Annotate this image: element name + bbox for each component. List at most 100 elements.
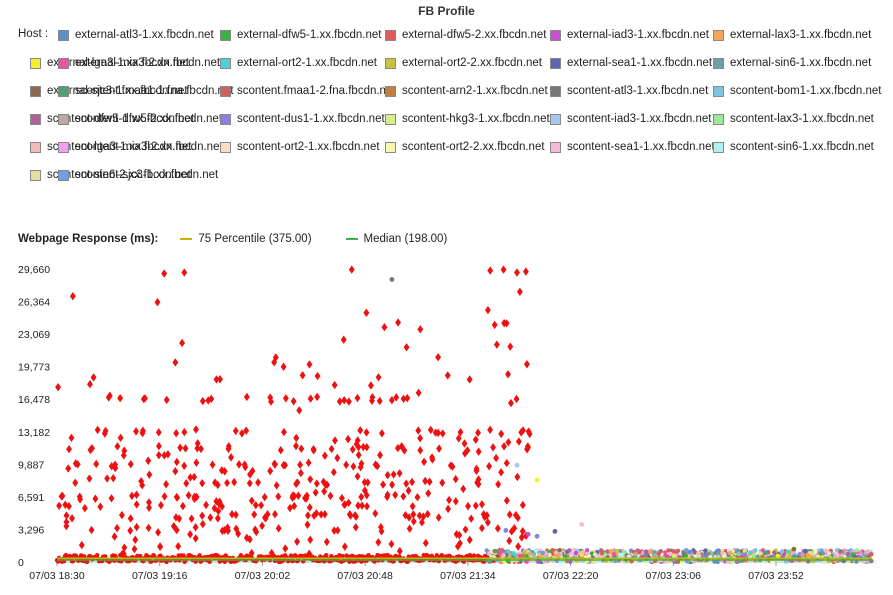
data-point [231,477,238,487]
data-point [375,373,382,382]
data-point [599,550,605,556]
data-point [823,548,829,553]
data-point [93,459,100,469]
data-point [763,550,768,556]
data-point [791,546,797,552]
legend-label: scontent-ort2-1.xx.fbcdn.net [237,141,380,153]
legend-label: scontent-sin6-2.xx.fbcdn.net [47,169,191,181]
data-point [290,491,296,500]
data-point [181,268,188,277]
legend-item[interactable]: external-ort2-1.xx.fbcdn.net [220,56,377,70]
legend-label: scontent-mia3-2.xx.fbcdn.net [75,141,223,153]
legend-swatch [713,85,724,97]
legend-item[interactable]: external-ort2-2.xx.fbcdn.net [385,56,542,70]
data-point [63,521,70,531]
legend-item[interactable]: scontent.fmaa1-2.fna.fbcdn.net [220,84,396,98]
data-point [172,466,179,476]
data-point [355,450,362,460]
data-point [468,514,475,523]
legend-item[interactable]: scontent-mia3-2.xx.fbcdn.net [58,140,223,154]
legend-item[interactable]: external-lga3-1.xx.fbcdn.net [30,56,189,70]
legend-item[interactable]: scontent-ort2-1.xx.fbcdn.net [220,140,380,154]
data-point [173,457,180,467]
data-point [321,487,328,496]
data-point [405,486,412,495]
data-point [384,470,391,480]
legend-item[interactable]: scontent-sin6-2.xx.fbcdn.net [30,168,191,182]
data-point [803,548,808,554]
legend-item[interactable]: external-sin6-1.xx.fbcdn.net [713,56,871,70]
data-point [533,548,539,554]
data-point [510,558,515,564]
legend-item[interactable]: external-dfw5-2.xx.fbcdn.net [385,28,546,42]
data-point [332,436,338,445]
legend-label: scontent-iad3-1.xx.fbcdn.net [567,113,712,125]
data-point [503,527,509,533]
legend-item[interactable]: external-lax3-1.xx.fbcdn.net [713,28,871,42]
legend-item[interactable]: scontent-arn2-1.xx.fbcdn.net [385,84,548,98]
legend-item[interactable]: external-mia3-2.xx.fbcdn.net [58,56,220,70]
legend-item[interactable]: scontent-atl3-1.xx.fbcdn.net [550,84,708,98]
legend-item[interactable]: external-dfw5-1.xx.fbcdn.net [220,28,381,42]
data-point [376,396,383,406]
data-point [277,445,284,455]
data-point [498,468,505,477]
data-point [157,542,164,551]
legend-label: scontent-arn2-1.xx.fbcdn.net [402,85,548,97]
legend-item[interactable]: external-atl3-1.xx.fbcdn.net [58,28,214,42]
legend-label: external-sea1-1.xx.fbcdn.net [567,57,713,69]
data-point [59,491,66,501]
data-point [340,553,345,559]
legend-item[interactable]: scontent-dfw5-2.xx.fbcdn.net [58,112,222,126]
data-point [55,382,62,392]
data-point [185,491,192,500]
data-point [146,498,152,507]
data-point [704,553,709,558]
legend-item[interactable]: scontent.fmaa1-1.fna.fbcdn.net [58,84,234,98]
legend-item[interactable]: external-iad3-1.xx.fbcdn.net [550,28,709,42]
data-point [505,370,511,379]
data-point [161,269,168,278]
data-point [363,428,370,437]
legend-item[interactable]: external-sjc3-1.xx.fbcdn.net [30,84,188,98]
data-point [363,442,370,452]
data-point [155,441,162,451]
data-point [312,488,319,497]
legend-label: external-sjc3-1.xx.fbcdn.net [47,85,188,97]
y-tick-label: 29,660 [18,264,50,276]
data-point [552,528,558,534]
data-point [224,478,231,488]
data-point [94,425,101,435]
x-tick-label: 07/03 20:48 [337,570,393,582]
data-point [368,381,374,390]
legend-item[interactable]: scontent-sea1-1.xx.fbcdn.net [550,140,715,154]
data-point [557,547,562,553]
data-point [417,434,424,443]
legend-label: scontent-dfw5-2.xx.fbcdn.net [75,113,223,125]
legend-item[interactable]: external-sea1-1.xx.fbcdn.net [550,56,712,70]
data-point [377,450,384,460]
legend-item[interactable]: scontent-iad3-1.xx.fbcdn.net [550,112,711,126]
data-point [306,503,313,512]
data-point [235,529,242,538]
data-point [513,394,520,404]
data-point [444,371,451,380]
legend-item[interactable]: scontent-lga3-1.xx.fbcdn.net [30,140,191,154]
median-stat: Median (198.00) [345,233,447,245]
data-point [478,523,485,533]
data-point [199,478,206,488]
legend-item[interactable]: scontent-sin6-1.xx.fbcdn.net [713,140,874,154]
legend-item[interactable]: scontent-sjc3-1.xx.fbcdn.net [58,168,218,182]
p75-line-swatch [180,238,193,240]
legend-item[interactable]: scontent-dus1-1.xx.fbcdn.net [220,112,385,126]
legend-item[interactable]: scontent-bom1-1.xx.fbcdn.net [713,84,882,98]
data-point [662,550,668,555]
legend-item[interactable]: scontent-hkg3-1.xx.fbcdn.net [385,112,550,126]
legend-swatch [58,169,69,181]
legend-item[interactable]: scontent-dfw5-1.xx.fbcdn.net [30,112,194,126]
legend-item[interactable]: scontent-lax3-1.xx.fbcdn.net [713,112,874,126]
y-tick-label: 9,887 [18,459,44,471]
legend-item[interactable]: scontent-ort2-2.xx.fbcdn.net [385,140,545,154]
legend-label: external-mia3-2.xx.fbcdn.net [75,57,221,69]
data-point [521,553,526,559]
